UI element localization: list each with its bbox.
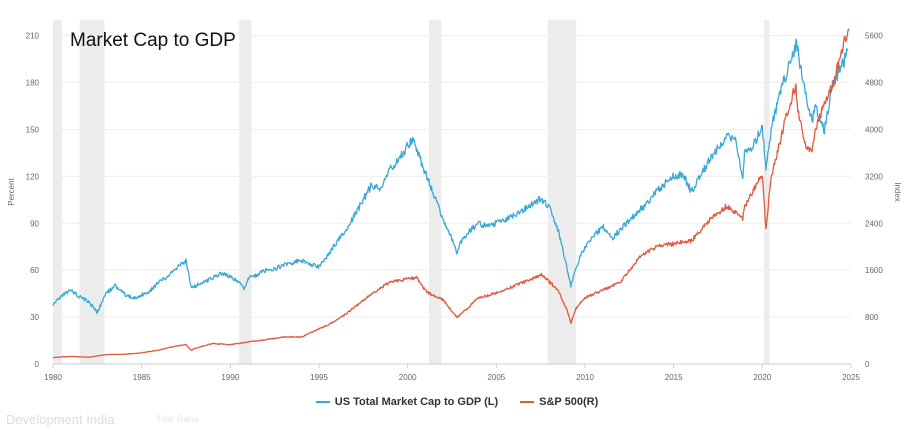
chart-title: Market Cap to GDP bbox=[70, 30, 236, 51]
tick-label-x: 2015 bbox=[665, 373, 683, 382]
tick-label-y-left: 180 bbox=[26, 79, 40, 88]
legend-label-sp500: S&P 500(R) bbox=[539, 396, 599, 408]
recession-bands bbox=[53, 20, 770, 364]
tick-label-y-right: 3200 bbox=[865, 172, 883, 181]
legend-item-sp500[interactable]: S&P 500(R) bbox=[520, 396, 598, 408]
series-lines bbox=[52, 28, 850, 359]
recession-band-4 bbox=[547, 20, 577, 364]
tick-label-x: 1985 bbox=[133, 373, 151, 382]
tick-label-y-left: 120 bbox=[26, 172, 40, 181]
tick-label-x: 2000 bbox=[399, 373, 417, 382]
series-line-sp500 bbox=[52, 28, 850, 359]
recession-band-2 bbox=[239, 20, 252, 364]
legend-swatch-sp500 bbox=[520, 401, 535, 403]
legend-item-market-cap-gdp[interactable]: US Total Market Cap to GDP (L) bbox=[315, 396, 499, 408]
tick-label-y-right: 4800 bbox=[865, 79, 883, 88]
tick-label-x: 2020 bbox=[753, 373, 771, 382]
axes: 0 30 60 90 120 150 180 210 0 800 1600 2400 3200 4000 4… bbox=[7, 32, 902, 382]
y-axis-title-right: Index bbox=[893, 182, 902, 202]
recession-band-3 bbox=[428, 20, 442, 364]
tick-label-x: 1980 bbox=[44, 373, 62, 382]
tick-label-y-left: 60 bbox=[30, 266, 39, 275]
tick-label-y-right: 5600 bbox=[865, 32, 883, 41]
tick-label-y-left: 0 bbox=[35, 360, 40, 369]
tick-label-y-right: 2400 bbox=[865, 219, 883, 228]
recession-band-5 bbox=[764, 20, 770, 364]
tick-label-y-left: 150 bbox=[26, 125, 40, 134]
legend-label-market-cap-gdp: US Total Market Cap to GDP (L) bbox=[334, 396, 499, 408]
tick-label-x: 2010 bbox=[576, 373, 594, 382]
footer-text: Development India bbox=[6, 412, 115, 427]
tick-label-y-left: 210 bbox=[26, 32, 40, 41]
tick-label-x: 1990 bbox=[221, 373, 239, 382]
tick-label-x: 2025 bbox=[842, 373, 860, 382]
recession-band-0 bbox=[53, 20, 62, 364]
series-line-market-cap-gdp bbox=[52, 38, 849, 314]
tick-label-y-right: 800 bbox=[865, 313, 879, 322]
tick-label-y-left: 90 bbox=[30, 219, 39, 228]
legend: US Total Market Cap to GDP (L) S&P 500(R… bbox=[0, 396, 914, 408]
legend-swatch-market-cap-gdp bbox=[315, 401, 330, 403]
tick-label-y-right: 0 bbox=[865, 360, 870, 369]
recession-band-1 bbox=[79, 20, 105, 364]
tick-label-x: 1995 bbox=[310, 373, 328, 382]
footer-text-secondary: Tilak Rana bbox=[156, 414, 199, 424]
tick-label-y-right: 4000 bbox=[865, 125, 883, 134]
y-axis-title-left: Percent bbox=[7, 177, 16, 205]
tick-label-y-right: 1600 bbox=[865, 266, 883, 275]
grid bbox=[53, 35, 851, 365]
tick-label-x: 2005 bbox=[487, 373, 505, 382]
tick-label-y-left: 30 bbox=[30, 313, 39, 322]
